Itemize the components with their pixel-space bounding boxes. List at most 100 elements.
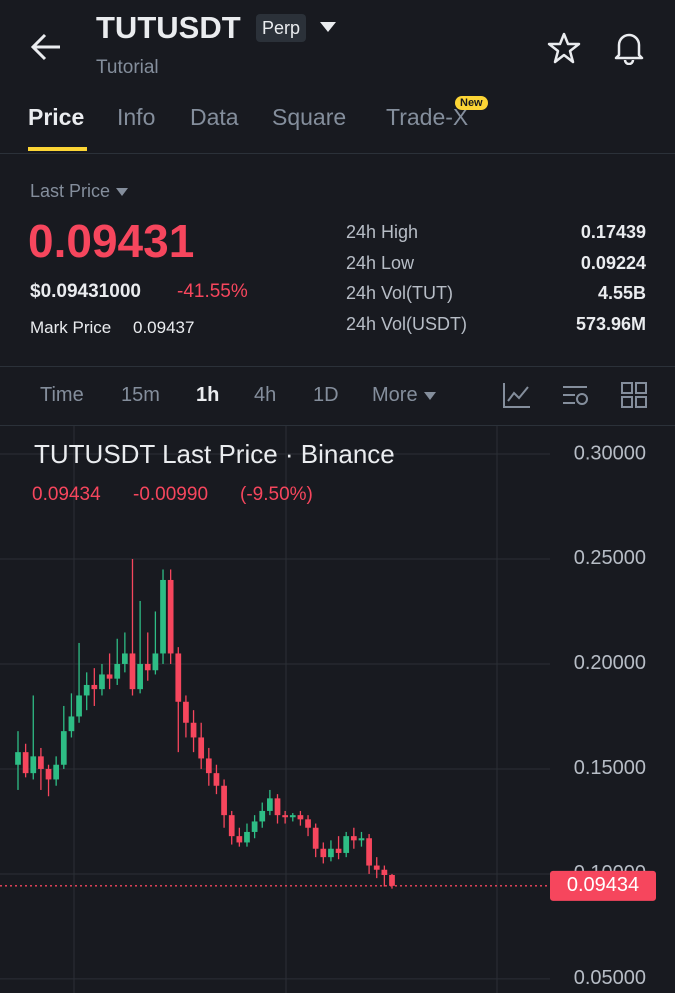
candle-body xyxy=(328,848,334,858)
tab[interactable]: Info xyxy=(117,104,156,130)
candle-body xyxy=(373,865,380,870)
candle-body xyxy=(244,831,250,843)
candle-body xyxy=(343,836,350,853)
candle-body xyxy=(152,653,159,671)
divider xyxy=(0,153,675,154)
stat-value: 0.09224 xyxy=(580,252,646,273)
tab[interactable]: Price xyxy=(28,104,85,130)
interval[interactable]: 4h xyxy=(254,384,277,406)
candle-body xyxy=(99,674,105,690)
candle-body xyxy=(76,695,82,717)
candle-body xyxy=(15,752,21,765)
legend-last: 0.09434 xyxy=(32,484,101,505)
last-price-tag-label: 0.09434 xyxy=(567,874,639,896)
candle-body xyxy=(83,684,90,696)
candle-body xyxy=(312,827,319,849)
candle-body xyxy=(236,836,243,843)
favorite-button[interactable] xyxy=(547,31,581,65)
legend-change: -0.00990 xyxy=(133,484,208,505)
interval[interactable]: Time xyxy=(40,384,84,406)
new-badge: New xyxy=(455,96,488,110)
candle-body xyxy=(205,758,212,774)
stat-value: 0.17439 xyxy=(580,222,646,242)
last-price-label[interactable]: Last Price xyxy=(30,181,129,202)
candle-body xyxy=(251,821,258,832)
candle-body xyxy=(282,815,289,818)
tab[interactable]: Data xyxy=(190,104,239,130)
label: More xyxy=(372,384,418,406)
interval[interactable]: 1D xyxy=(313,384,339,406)
dropdown-icon xyxy=(424,392,437,400)
stat-label: 24h Low xyxy=(346,252,415,273)
price-change: -41.55% xyxy=(177,281,248,302)
legend-change-pct: (-9.50%) xyxy=(240,484,313,505)
y-tick-label: 0.25000 xyxy=(574,547,646,569)
last-price-tag xyxy=(550,870,656,901)
candle-body xyxy=(297,815,304,820)
candle-body xyxy=(381,869,388,875)
interval[interactable]: 1h xyxy=(196,384,220,406)
candle-body xyxy=(350,836,357,841)
symbol-dropdown[interactable] xyxy=(319,20,337,34)
divider xyxy=(0,366,675,367)
candle-body xyxy=(305,819,311,828)
candle-body xyxy=(68,716,75,732)
candle-body xyxy=(274,798,281,816)
candle-body xyxy=(175,653,182,702)
candle-body xyxy=(38,756,44,769)
mark-price-label: Mark Price xyxy=(30,318,112,337)
tab[interactable]: Square xyxy=(272,104,347,130)
candle-body xyxy=(22,752,29,774)
interval[interactable]: 15m xyxy=(121,384,160,406)
stat-label: 24h High xyxy=(346,222,419,242)
settings-icon[interactable] xyxy=(561,383,591,409)
dropdown-icon xyxy=(116,188,129,196)
candle-body xyxy=(160,579,166,654)
candle-body xyxy=(121,653,128,664)
alert-button[interactable] xyxy=(612,29,646,65)
back-button[interactable] xyxy=(30,32,62,62)
candle-body xyxy=(91,684,98,690)
usd-price: $0.09431000 xyxy=(30,281,141,302)
candle-body xyxy=(389,874,395,886)
stat-value: 573.96M xyxy=(575,313,646,334)
candle-body xyxy=(45,768,52,780)
y-tick-label: 0.30000 xyxy=(574,442,646,464)
candle-body xyxy=(106,674,113,679)
candle-body xyxy=(129,653,136,690)
label: Last Price xyxy=(30,181,111,201)
perp-badge: Perp xyxy=(256,14,307,42)
candle-body xyxy=(221,785,227,816)
candlestick-chart: 0.050000.100000.150000.200000.250000.300… xyxy=(0,426,656,993)
candle-body xyxy=(213,773,220,786)
stat-label: 24h Vol(TUT) xyxy=(346,283,454,303)
y-tick-label: 0.15000 xyxy=(574,757,646,779)
candle-body xyxy=(60,731,67,765)
candle-body xyxy=(289,815,296,818)
y-tick-label: 0.05000 xyxy=(574,967,646,989)
tab[interactable]: Trade-X xyxy=(386,104,469,130)
stat-label: 24h Vol(USDT) xyxy=(346,313,468,334)
candle-body xyxy=(183,701,189,723)
candle-body xyxy=(228,815,235,837)
stat-value: 4.55B xyxy=(597,283,646,303)
mark-price: 0.09437 xyxy=(133,318,195,337)
candle-body xyxy=(335,848,342,853)
candle-body xyxy=(267,798,273,811)
candle-body xyxy=(53,764,60,780)
candle-body xyxy=(366,838,372,866)
divider xyxy=(0,425,675,426)
interval-more[interactable]: More xyxy=(372,384,437,407)
candle-body xyxy=(320,848,327,858)
candle-body xyxy=(167,579,174,654)
layout-icon[interactable] xyxy=(620,381,648,409)
candle-body xyxy=(144,663,151,671)
last-price: 0.09431 xyxy=(28,215,195,267)
symbol-title: TUTUSDT xyxy=(96,10,241,45)
tab-indicator xyxy=(28,147,87,151)
candle-body xyxy=(259,810,266,822)
candle-body xyxy=(137,663,143,690)
subtitle: Tutorial xyxy=(96,57,159,78)
indicator-icon[interactable] xyxy=(502,381,532,409)
